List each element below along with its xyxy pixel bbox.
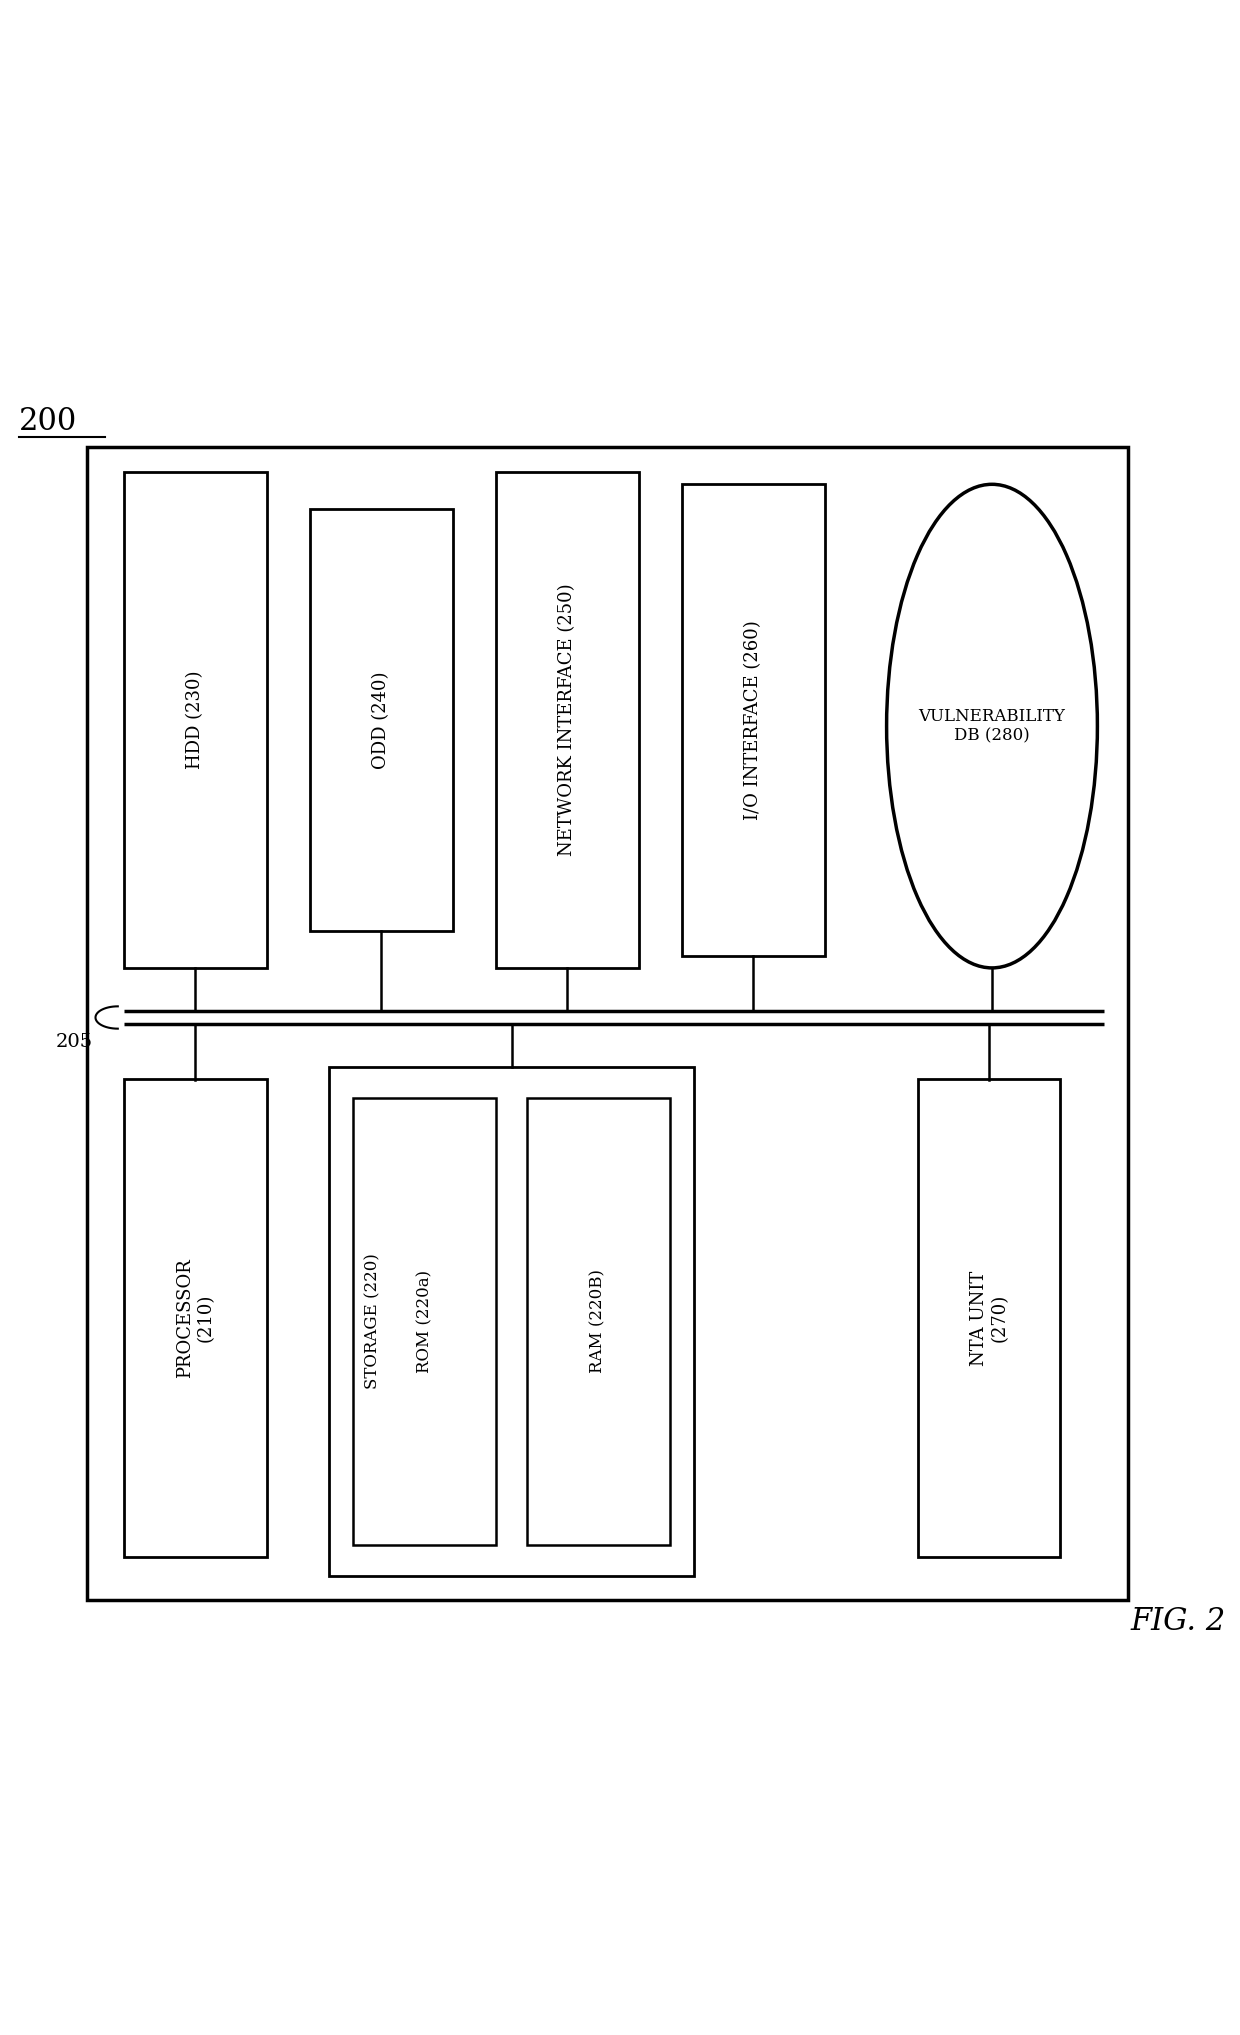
Bar — [87, 448, 1128, 1600]
Text: HDD (230): HDD (230) — [186, 672, 205, 769]
Ellipse shape — [887, 484, 1097, 969]
Bar — [918, 1079, 1060, 1557]
Text: ROM (220a): ROM (220a) — [417, 1270, 433, 1374]
Text: NTA UNIT
(270): NTA UNIT (270) — [970, 1270, 1008, 1365]
Bar — [124, 472, 267, 969]
Text: 205: 205 — [56, 1034, 93, 1052]
Bar — [329, 1066, 694, 1575]
Bar — [682, 484, 825, 956]
Text: PROCESSOR
(210): PROCESSOR (210) — [176, 1258, 215, 1378]
Text: 200: 200 — [19, 407, 77, 438]
Text: VULNERABILITY
DB (280): VULNERABILITY DB (280) — [919, 708, 1065, 745]
Text: NETWORK INTERFACE (250): NETWORK INTERFACE (250) — [558, 584, 577, 857]
Bar — [527, 1099, 670, 1545]
Bar — [124, 1079, 267, 1557]
Text: FIG. 2: FIG. 2 — [1131, 1606, 1225, 1638]
Text: RAM (220B): RAM (220B) — [590, 1270, 606, 1374]
Bar — [310, 509, 453, 930]
Text: I/O INTERFACE (260): I/O INTERFACE (260) — [744, 621, 763, 820]
Bar — [353, 1099, 496, 1545]
Text: ODD (240): ODD (240) — [372, 672, 391, 769]
Text: STORAGE (220): STORAGE (220) — [365, 1254, 381, 1390]
Bar — [496, 472, 639, 969]
